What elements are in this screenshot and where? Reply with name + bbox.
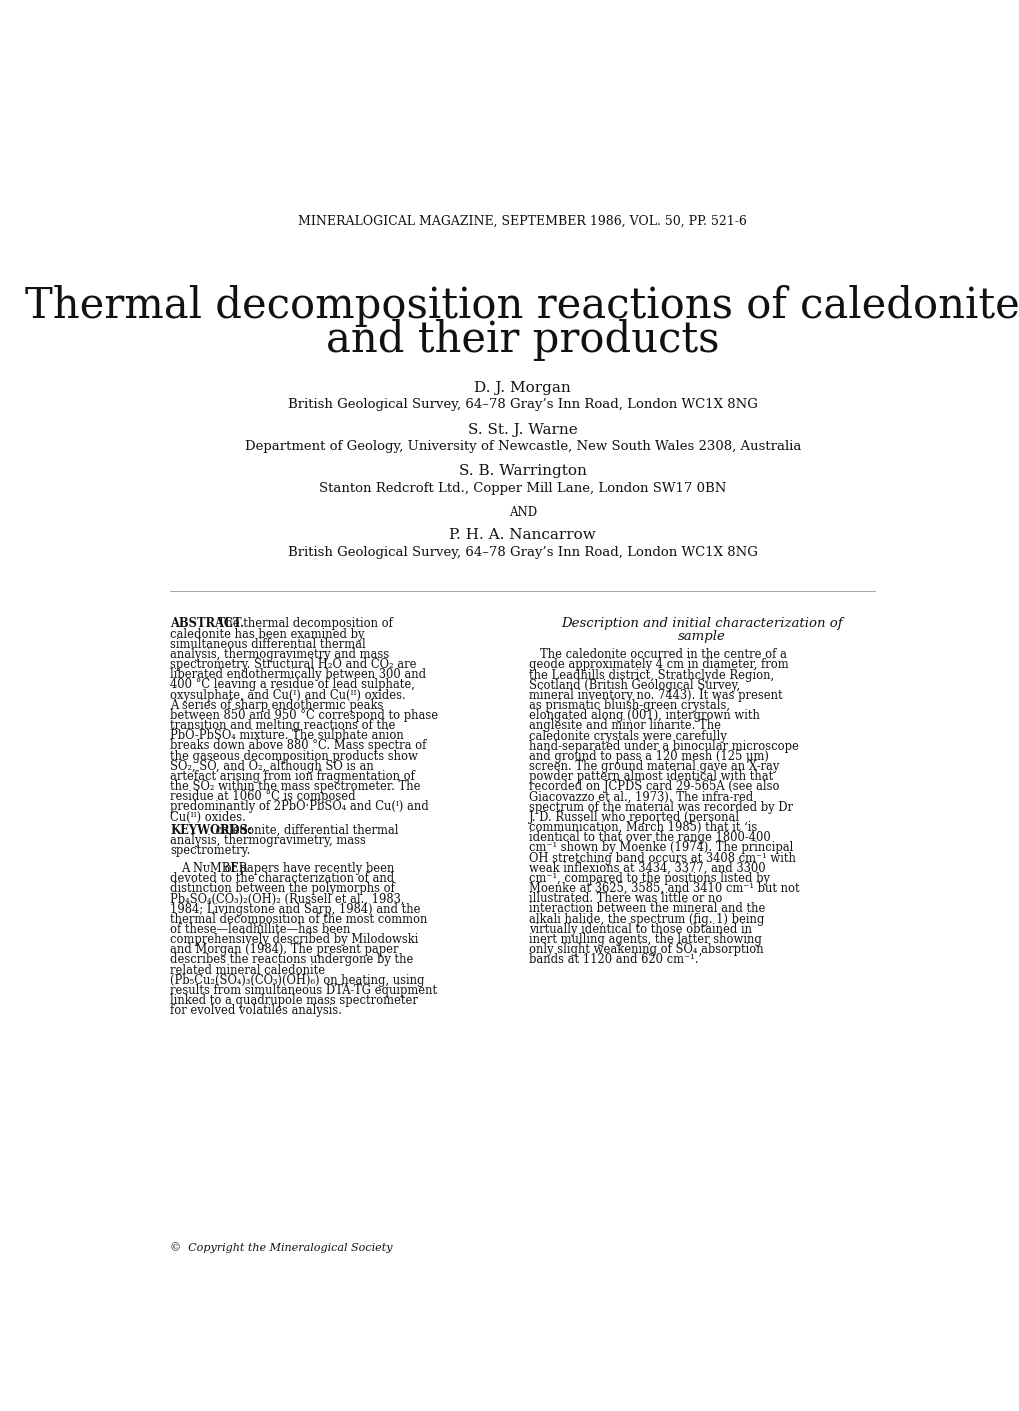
Text: illustrated. There was little or no: illustrated. There was little or no [529, 892, 721, 906]
Text: anglesite and minor linarite. The: anglesite and minor linarite. The [529, 720, 720, 732]
Text: communication, March 1985) that it ‘is: communication, March 1985) that it ‘is [529, 821, 756, 834]
Text: The caledonite occurred in the centre of a: The caledonite occurred in the centre of… [539, 648, 786, 662]
Text: and Morgan (1984). The present paper: and Morgan (1984). The present paper [170, 944, 398, 957]
Text: simultaneous differential thermal: simultaneous differential thermal [170, 638, 366, 650]
Text: weak inflexions at 3434, 3377, and 3300: weak inflexions at 3434, 3377, and 3300 [529, 862, 765, 875]
Text: P. H. A. Nancarrow: P. H. A. Nancarrow [449, 528, 595, 542]
Text: spectrometry. Structural H₂O and CO₂ are: spectrometry. Structural H₂O and CO₂ are [170, 658, 416, 672]
Text: distinction between the polymorphs of: distinction between the polymorphs of [170, 882, 394, 896]
Text: (Pb₅Cu₂(SO₄)₃(CO₃)(OH)₆) on heating, using: (Pb₅Cu₂(SO₄)₃(CO₃)(OH)₆) on heating, usi… [170, 974, 424, 986]
Text: hand-separated under a binocular microscope: hand-separated under a binocular microsc… [529, 739, 798, 752]
Text: spectrum of the material was recorded by Dr: spectrum of the material was recorded by… [529, 800, 792, 814]
Text: results from simultaneous DTA-TG equipment: results from simultaneous DTA-TG equipme… [170, 983, 437, 998]
Text: interaction between the mineral and the: interaction between the mineral and the [529, 903, 764, 916]
Text: comprehensively described by Milodowski: comprehensively described by Milodowski [170, 933, 418, 947]
Text: Department of Geology, University of Newcastle, New South Wales 2308, Australia: Department of Geology, University of New… [245, 440, 800, 453]
Text: recorded on JCPDS card 29-565A (see also: recorded on JCPDS card 29-565A (see also [529, 780, 779, 793]
Text: KEYWORDS:: KEYWORDS: [170, 824, 252, 837]
Text: cm⁻¹ shown by Moenke (1974). The principal: cm⁻¹ shown by Moenke (1974). The princip… [529, 841, 793, 855]
Text: Cu(ᴵᴵ) oxides.: Cu(ᴵᴵ) oxides. [170, 810, 246, 824]
Text: caledonite, differential thermal: caledonite, differential thermal [212, 824, 398, 837]
Text: SO₂, SO, and O₂, although SO is an: SO₂, SO, and O₂, although SO is an [170, 759, 374, 773]
Text: Scotland (British Geological Survey,: Scotland (British Geological Survey, [529, 679, 740, 691]
Text: A series of sharp endothermic peaks: A series of sharp endothermic peaks [170, 698, 383, 711]
Text: Stanton Redcroft Ltd., Copper Mill Lane, London SW17 0BN: Stanton Redcroft Ltd., Copper Mill Lane,… [319, 481, 726, 495]
Text: thermal decomposition of the most common: thermal decomposition of the most common [170, 913, 427, 926]
Text: D. J. Morgan: D. J. Morgan [474, 381, 571, 395]
Text: identical to that over the range 1800-400: identical to that over the range 1800-40… [529, 831, 770, 844]
Text: geode approximately 4 cm in diameter, from: geode approximately 4 cm in diameter, fr… [529, 659, 788, 672]
Text: only slight weakening of SO₄ absorption: only slight weakening of SO₄ absorption [529, 943, 763, 957]
Text: of papers have recently been: of papers have recently been [221, 862, 394, 875]
Text: the SO₂ within the mass spectrometer. The: the SO₂ within the mass spectrometer. Th… [170, 780, 420, 793]
Text: artefact arising from ion fragmentation of: artefact arising from ion fragmentation … [170, 770, 415, 783]
Text: J. D. Russell who reported (personal: J. D. Russell who reported (personal [529, 811, 740, 824]
Text: virtually identical to those obtained in: virtually identical to those obtained in [529, 923, 751, 935]
Text: Moenke at 3625, 3585, and 3410 cm⁻¹ but not: Moenke at 3625, 3585, and 3410 cm⁻¹ but … [529, 882, 799, 895]
Text: and their products: and their products [326, 319, 718, 361]
Text: PbO-PbSO₄ mixture. The sulphate anion: PbO-PbSO₄ mixture. The sulphate anion [170, 729, 404, 742]
Text: the Leadhills district, Strathclyde Region,: the Leadhills district, Strathclyde Regi… [529, 669, 773, 682]
Text: elongated along (001), intergrown with: elongated along (001), intergrown with [529, 710, 759, 722]
Text: S. B. Warrington: S. B. Warrington [459, 464, 586, 478]
Text: screen. The ground material gave an X-ray: screen. The ground material gave an X-ra… [529, 761, 779, 773]
Text: MINERALOGICAL MAGAZINE, SEPTEMBER 1986, VOL. 50, PP. 521-6: MINERALOGICAL MAGAZINE, SEPTEMBER 1986, … [298, 216, 747, 229]
Text: sample: sample [678, 629, 725, 643]
Text: bands at 1120 and 620 cm⁻¹.’: bands at 1120 and 620 cm⁻¹.’ [529, 954, 701, 967]
Text: transition and melting reactions of the: transition and melting reactions of the [170, 720, 395, 732]
Text: of these—leadhillite—has been: of these—leadhillite—has been [170, 923, 351, 935]
Text: British Geological Survey, 64–78 Gray’s Inn Road, London WC1X 8NG: British Geological Survey, 64–78 Gray’s … [287, 546, 757, 559]
Text: residue at 1060 °C is composed: residue at 1060 °C is composed [170, 790, 356, 803]
Text: breaks down above 880 °C. Mass spectra of: breaks down above 880 °C. Mass spectra o… [170, 739, 426, 752]
Text: 1984; Livingstone and Sarp, 1984) and the: 1984; Livingstone and Sarp, 1984) and th… [170, 903, 420, 916]
Text: and ground to pass a 120 mesh (125 μm): and ground to pass a 120 mesh (125 μm) [529, 749, 768, 763]
Text: between 850 and 950 °C correspond to phase: between 850 and 950 °C correspond to pha… [170, 708, 438, 722]
Text: Giacovazzo et al., 1973). The infra-red: Giacovazzo et al., 1973). The infra-red [529, 790, 752, 803]
Text: S. St. J. Warne: S. St. J. Warne [468, 422, 577, 436]
Text: oxysulphate, and Cu(ᴵ) and Cu(ᴵᴵ) oxides.: oxysulphate, and Cu(ᴵ) and Cu(ᴵᴵ) oxides… [170, 689, 406, 701]
Text: caledonite crystals were carefully: caledonite crystals were carefully [529, 729, 727, 742]
Text: The thermal decomposition of: The thermal decomposition of [214, 618, 392, 631]
Text: mineral inventory no. 7443). It was present: mineral inventory no. 7443). It was pres… [529, 689, 782, 701]
Text: AND: AND [508, 507, 536, 519]
Text: cm⁻¹, compared to the positions listed by: cm⁻¹, compared to the positions listed b… [529, 872, 769, 885]
Text: linked to a quadrupole mass spectrometer: linked to a quadrupole mass spectrometer [170, 995, 418, 1007]
Text: OH stretching band occurs at 3408 cm⁻¹ with: OH stretching band occurs at 3408 cm⁻¹ w… [529, 852, 795, 865]
Text: spectrometry.: spectrometry. [170, 844, 251, 856]
Text: liberated endothermically between 300 and: liberated endothermically between 300 an… [170, 669, 426, 682]
Text: Description and initial characterization of: Description and initial characterization… [560, 618, 842, 631]
Text: analysis, thermogravimetry and mass: analysis, thermogravimetry and mass [170, 648, 389, 660]
Text: inert mulling agents, the latter showing: inert mulling agents, the latter showing [529, 933, 761, 945]
Text: powder pattern almost identical with that: powder pattern almost identical with tha… [529, 770, 772, 783]
Text: related mineral caledonite: related mineral caledonite [170, 964, 325, 976]
Text: devoted to the characterization of and: devoted to the characterization of and [170, 872, 394, 885]
Text: predominantly of 2PbO·PbSO₄ and Cu(ᴵ) and: predominantly of 2PbO·PbSO₄ and Cu(ᴵ) an… [170, 800, 428, 813]
Text: as prismatic bluish-green crystals,: as prismatic bluish-green crystals, [529, 698, 730, 713]
Text: caledonite has been examined by: caledonite has been examined by [170, 628, 364, 641]
Text: describes the reactions undergone by the: describes the reactions undergone by the [170, 954, 413, 967]
Text: A NᴜMBER: A NᴜMBER [180, 862, 248, 875]
Text: the gaseous decomposition products show: the gaseous decomposition products show [170, 749, 418, 762]
Text: for evolved volatiles analysis.: for evolved volatiles analysis. [170, 1005, 341, 1017]
Text: ©  Copyright the Mineralogical Society: © Copyright the Mineralogical Society [170, 1242, 392, 1253]
Text: 400 °C leaving a residue of lead sulphate,: 400 °C leaving a residue of lead sulphat… [170, 679, 415, 691]
Text: analysis, thermogravimetry, mass: analysis, thermogravimetry, mass [170, 834, 366, 847]
Text: Thermal decomposition reactions of caledonite: Thermal decomposition reactions of caled… [25, 285, 1019, 327]
Text: British Geological Survey, 64–78 Gray’s Inn Road, London WC1X 8NG: British Geological Survey, 64–78 Gray’s … [287, 398, 757, 412]
Text: Pb₄SO₄(CO₃)₂(OH)₂ (Russell et al., 1983,: Pb₄SO₄(CO₃)₂(OH)₂ (Russell et al., 1983, [170, 893, 405, 906]
Text: ABSTRACT.: ABSTRACT. [170, 618, 244, 631]
Text: alkali halide, the spectrum (fig. 1) being: alkali halide, the spectrum (fig. 1) bei… [529, 913, 763, 926]
